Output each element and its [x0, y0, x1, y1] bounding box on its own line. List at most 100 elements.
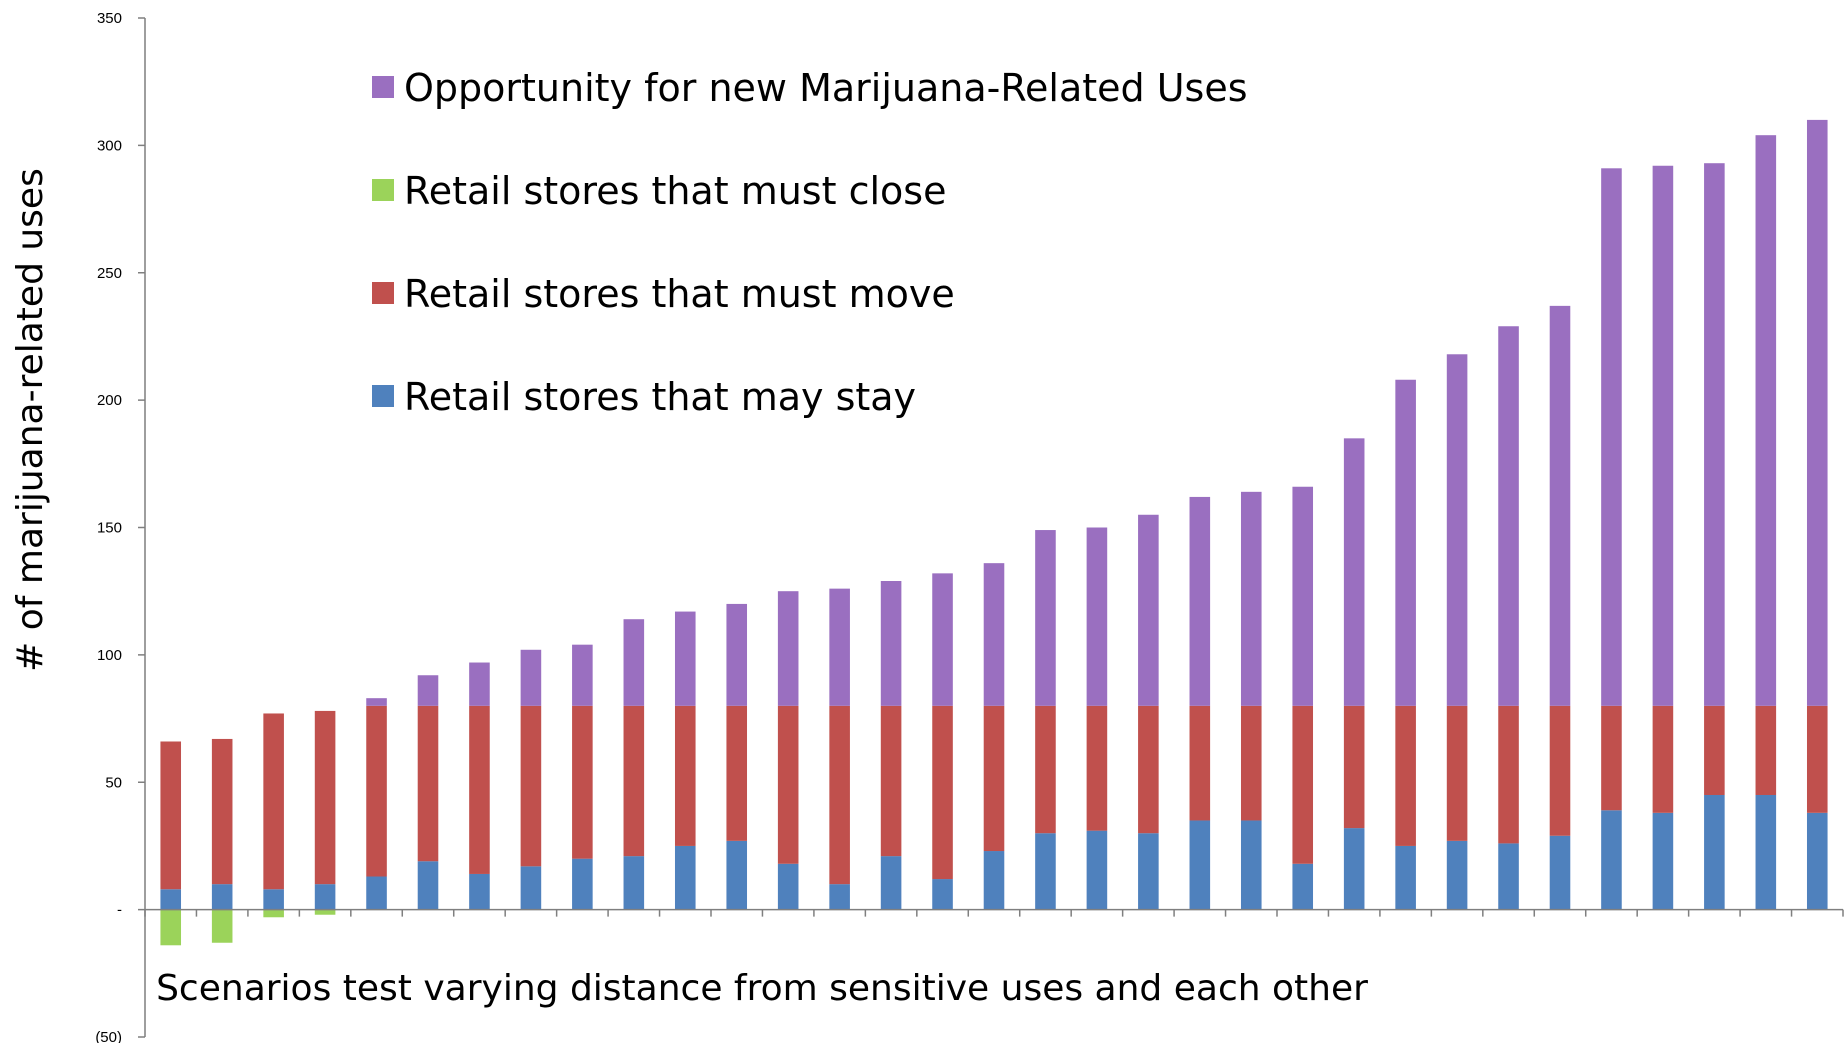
- bar-segment: [211, 884, 233, 910]
- y-tick-label: 50: [105, 774, 122, 791]
- y-tick-label: 300: [97, 137, 122, 154]
- bar-segment-negative: [263, 909, 284, 918]
- bar-segment: [674, 845, 696, 910]
- bar-segment: [314, 884, 336, 910]
- bar-segment: [572, 858, 593, 910]
- bar-segment: [1343, 705, 1365, 829]
- bar-segment: [932, 879, 953, 910]
- bar-segment: [1601, 810, 1622, 910]
- bar-segment: [1549, 305, 1571, 706]
- bar-segment: [1755, 705, 1777, 795]
- legend-label: Retail stores that must close: [404, 169, 946, 213]
- bar-segment: [1806, 119, 1828, 706]
- bar-segment: [469, 662, 490, 706]
- bar-segment-negative: [211, 909, 233, 943]
- bar-segment: [1138, 514, 1159, 706]
- bar-segment: [1292, 486, 1314, 706]
- y-tick-label: 200: [97, 392, 122, 409]
- bar-segment: [1240, 820, 1262, 910]
- bar-segment: [880, 856, 902, 910]
- bar-segment: [1704, 705, 1725, 795]
- bar-segment: [777, 705, 799, 864]
- bar-segment: [1806, 705, 1828, 813]
- bar-segment: [726, 840, 748, 910]
- bar-segment: [366, 705, 387, 877]
- bar-segment-negative: [160, 909, 182, 946]
- bar-segment: [572, 705, 593, 859]
- bar-segment: [829, 705, 850, 885]
- y-tick-label: 100: [97, 647, 122, 664]
- bar-segment: [1395, 705, 1416, 846]
- bar-segment: [1138, 705, 1159, 834]
- bar-segment: [726, 705, 748, 841]
- bar-segment: [623, 856, 645, 910]
- legend-swatch: [372, 282, 394, 304]
- bar-segment-negative: [314, 909, 336, 915]
- bar-segment: [263, 713, 284, 890]
- y-tick-label: (50): [95, 1029, 122, 1043]
- bar-segment: [520, 649, 542, 706]
- bar-segment: [1343, 438, 1365, 706]
- bar-segment: [366, 876, 387, 910]
- bar-segment: [1549, 705, 1571, 836]
- bar-segment: [520, 866, 542, 910]
- bar-segment: [1446, 840, 1468, 910]
- bars-layer: [160, 119, 1828, 946]
- y-axis-title: # of marijuana-related uses: [10, 168, 51, 672]
- bar-segment: [160, 889, 182, 910]
- bar-segment: [211, 738, 233, 885]
- y-tick-label: -: [117, 902, 122, 919]
- bar-segment: [880, 705, 902, 857]
- bar-segment: [1446, 354, 1468, 706]
- bar-segment: [1601, 168, 1622, 706]
- bar-segment: [417, 675, 439, 706]
- legend-swatch: [372, 179, 394, 201]
- bar-segment: [983, 563, 1005, 706]
- y-tick-layer: 350 300 250 200 150 100 50 - (50): [95, 10, 145, 1043]
- legend-label: Opportunity for new Marijuana-Related Us…: [404, 66, 1248, 110]
- legend-swatch: [372, 76, 394, 98]
- bar-segment: [1704, 163, 1725, 706]
- y-tick-label: 150: [97, 520, 122, 537]
- bar-segment: [932, 705, 953, 880]
- bar-segment: [572, 644, 593, 706]
- bar-segment: [1498, 705, 1519, 844]
- bar-segment: [417, 705, 439, 862]
- bar-segment: [726, 603, 748, 706]
- bar-segment: [623, 619, 645, 706]
- y-tick-label: 350: [97, 10, 122, 27]
- bar-segment: [1652, 165, 1674, 706]
- bar-segment: [314, 710, 336, 885]
- bar-segment: [1652, 705, 1674, 813]
- bar-segment: [1806, 812, 1828, 910]
- bar-segment: [1138, 833, 1159, 910]
- bar-segment: [520, 705, 542, 867]
- bar-segment: [880, 581, 902, 706]
- bar-segment: [1240, 705, 1262, 821]
- bar-segment: [469, 705, 490, 874]
- bar-segment: [1549, 835, 1571, 910]
- bar-segment: [1240, 491, 1262, 706]
- bar-segment: [1652, 812, 1674, 910]
- bar-segment: [674, 705, 696, 846]
- bar-segment: [1498, 326, 1519, 706]
- y-tick-label: 250: [97, 265, 122, 282]
- bar-segment: [1292, 863, 1314, 910]
- bar-segment: [160, 741, 182, 890]
- bar-segment: [1189, 496, 1211, 706]
- bar-segment: [263, 889, 284, 910]
- bar-segment: [417, 861, 439, 910]
- bar-segment: [1755, 794, 1777, 910]
- bar-segment: [1035, 705, 1056, 834]
- bar-segment: [829, 588, 850, 706]
- bar-segment: [1395, 379, 1416, 706]
- bar-segment: [1755, 135, 1777, 706]
- bar-segment: [1086, 830, 1108, 910]
- bar-segment: [1189, 820, 1211, 910]
- bar-segment: [1498, 843, 1519, 910]
- bar-segment: [366, 698, 387, 706]
- bar-segment: [1189, 705, 1211, 821]
- bar-segment: [777, 591, 799, 706]
- bar-segment: [1292, 705, 1314, 864]
